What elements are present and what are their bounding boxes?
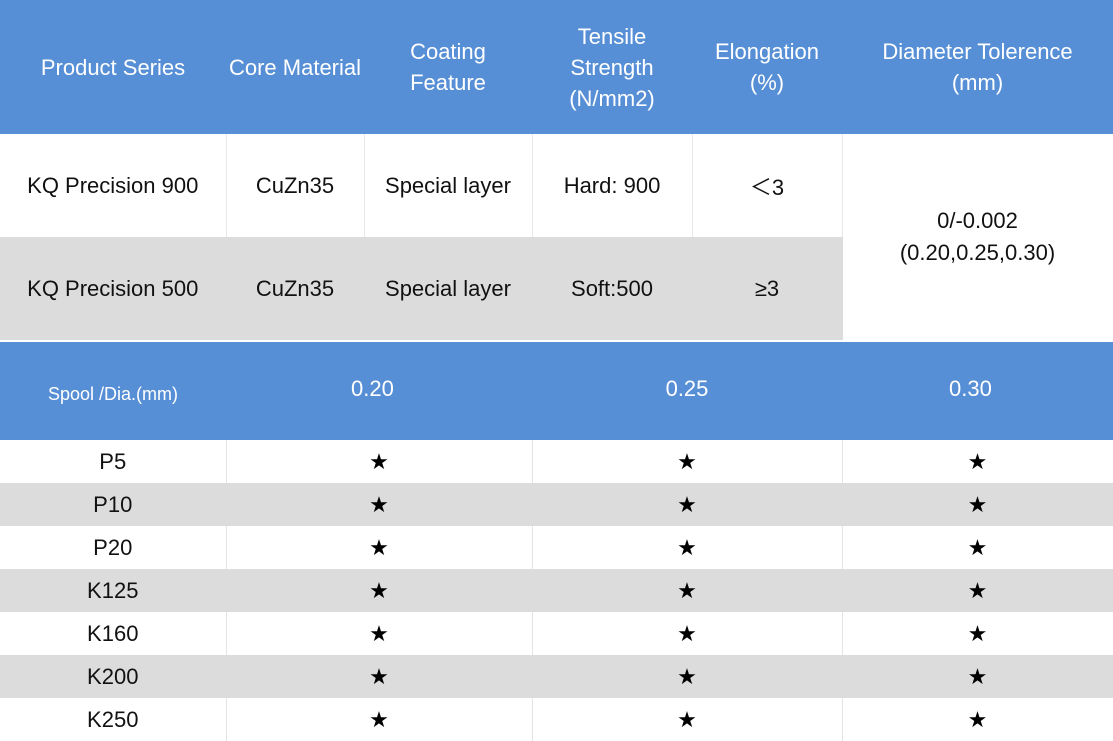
star-icon: ★ — [842, 569, 1113, 612]
spool-header-row: Spool /Dia.(mm) 0.20 0.25 0.30 — [0, 342, 1113, 440]
star-icon: ★ — [842, 440, 1113, 483]
cell-elongation: ＜3 — [692, 134, 843, 237]
spool-table: Spool /Dia.(mm) 0.20 0.25 0.30 P5 ★ ★ ★ … — [0, 342, 1113, 741]
cell-spool: K250 — [0, 698, 227, 741]
header-dia-020: 0.20 — [226, 342, 532, 440]
cell-tensile-strength: Hard: 900 — [532, 134, 693, 237]
star-icon: ★ — [226, 612, 533, 655]
cell-spool: P5 — [0, 440, 227, 483]
star-icon: ★ — [842, 655, 1113, 698]
cell-tensile-strength: Soft:500 — [532, 237, 693, 340]
spec-table: Product Series Core Material Coating Fea… — [0, 0, 1113, 340]
header-product-series: Product Series — [0, 0, 226, 134]
star-icon: ★ — [226, 526, 533, 569]
spec-row: KQ Precision 900 CuZn35 Special layer Ha… — [0, 134, 1113, 340]
cell-coating-feature: Special layer — [364, 134, 533, 237]
star-icon: ★ — [842, 483, 1113, 526]
header-tensile-strength: Tensile Strength (N/mm2) — [532, 0, 692, 134]
header-spool-dia: Spool /Dia.(mm) — [0, 342, 226, 440]
header-core-material: Core Material — [226, 0, 364, 134]
cell-spool: K125 — [0, 569, 227, 612]
cell-spool: P20 — [0, 526, 227, 569]
spool-row: K200 ★ ★ ★ — [0, 655, 1113, 698]
spool-row: P10 ★ ★ ★ — [0, 483, 1113, 526]
header-dia-030: 0.30 — [842, 342, 1113, 440]
spec-header-row: Product Series Core Material Coating Fea… — [0, 0, 1113, 134]
star-icon: ★ — [226, 569, 533, 612]
cell-elongation: ≥3 — [692, 237, 843, 340]
header-elongation: Elongation (%) — [692, 0, 842, 134]
tolerance-diameters: (0.20,0.25,0.30) — [899, 240, 1056, 265]
spool-row: K125 ★ ★ ★ — [0, 569, 1113, 612]
cell-spool: P10 — [0, 483, 227, 526]
star-icon: ★ — [532, 698, 843, 741]
header-dia-025: 0.25 — [532, 342, 842, 440]
cell-core-material: CuZn35 — [226, 237, 365, 340]
star-icon: ★ — [532, 526, 843, 569]
star-icon: ★ — [842, 698, 1113, 741]
tolerance-value: 0/-0.002 — [937, 208, 1018, 233]
cell-product-series: KQ Precision 900 — [0, 134, 227, 237]
cell-spool: K160 — [0, 612, 227, 655]
spool-row: K160 ★ ★ ★ — [0, 612, 1113, 655]
star-icon: ★ — [532, 655, 843, 698]
header-coating-feature: Coating Feature — [364, 0, 532, 134]
star-icon: ★ — [842, 526, 1113, 569]
star-icon: ★ — [532, 612, 843, 655]
spool-row: P5 ★ ★ ★ — [0, 440, 1113, 483]
cell-product-series: KQ Precision 500 — [0, 237, 227, 340]
star-icon: ★ — [532, 569, 843, 612]
star-icon: ★ — [532, 440, 843, 483]
cell-coating-feature: Special layer — [364, 237, 533, 340]
star-icon: ★ — [842, 612, 1113, 655]
cell-spool: K200 — [0, 655, 227, 698]
cell-diameter-tolerance: 0/-0.002 (0.20,0.25,0.30) — [842, 134, 1113, 340]
star-icon: ★ — [226, 440, 533, 483]
spool-row: K250 ★ ★ ★ — [0, 698, 1113, 741]
star-icon: ★ — [226, 483, 533, 526]
star-icon: ★ — [226, 655, 533, 698]
header-diameter-tolerance: Diameter Tolerence (mm) — [842, 0, 1113, 134]
cell-core-material: CuZn35 — [226, 134, 365, 237]
spool-row: P20 ★ ★ ★ — [0, 526, 1113, 569]
spec-row: KQ Precision 500 CuZn35 Special layer So… — [0, 237, 1113, 340]
star-icon: ★ — [532, 483, 843, 526]
star-icon: ★ — [226, 698, 533, 741]
